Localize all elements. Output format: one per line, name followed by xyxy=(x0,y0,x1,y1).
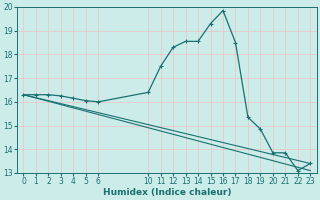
X-axis label: Humidex (Indice chaleur): Humidex (Indice chaleur) xyxy=(103,188,231,197)
